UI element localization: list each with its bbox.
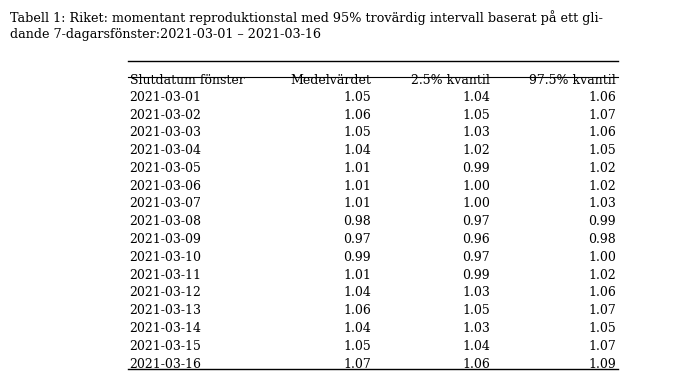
Text: 2021-03-08: 2021-03-08 xyxy=(130,215,202,228)
Text: 0.99: 0.99 xyxy=(589,215,616,228)
Text: 1.04: 1.04 xyxy=(462,91,490,104)
Text: 0.97: 0.97 xyxy=(463,251,490,264)
Text: 0.96: 0.96 xyxy=(462,233,490,246)
Text: 2021-03-04: 2021-03-04 xyxy=(130,144,202,157)
Text: 1.02: 1.02 xyxy=(588,162,616,175)
Text: 1.07: 1.07 xyxy=(343,357,371,371)
Text: 2021-03-09: 2021-03-09 xyxy=(130,233,202,246)
Text: 0.98: 0.98 xyxy=(343,215,371,228)
Text: 1.03: 1.03 xyxy=(588,197,616,210)
Text: Tabell 1: Riket: momentant reproduktionstal med 95% trovärdig intervall baserat : Tabell 1: Riket: momentant reproduktions… xyxy=(10,10,603,41)
Text: 1.06: 1.06 xyxy=(343,304,371,317)
Text: 1.06: 1.06 xyxy=(588,91,616,104)
Text: 2021-03-07: 2021-03-07 xyxy=(130,197,202,210)
Text: 1.01: 1.01 xyxy=(343,180,371,193)
Text: 1.07: 1.07 xyxy=(588,304,616,317)
Text: 1.05: 1.05 xyxy=(343,340,371,353)
Text: 0.99: 0.99 xyxy=(463,162,490,175)
Text: 1.05: 1.05 xyxy=(462,304,490,317)
Text: 1.00: 1.00 xyxy=(462,180,490,193)
Text: 2.5% kvantil: 2.5% kvantil xyxy=(411,74,490,87)
Text: 1.07: 1.07 xyxy=(588,340,616,353)
Text: 2021-03-15: 2021-03-15 xyxy=(130,340,202,353)
Text: 2021-03-02: 2021-03-02 xyxy=(130,108,202,122)
Text: 0.98: 0.98 xyxy=(588,233,616,246)
Text: 1.03: 1.03 xyxy=(462,322,490,335)
Text: 1.05: 1.05 xyxy=(343,126,371,139)
Text: 2021-03-03: 2021-03-03 xyxy=(130,126,202,139)
Text: 0.97: 0.97 xyxy=(463,215,490,228)
Text: 2021-03-06: 2021-03-06 xyxy=(130,180,202,193)
Text: 1.04: 1.04 xyxy=(462,340,490,353)
Text: 2021-03-14: 2021-03-14 xyxy=(130,322,202,335)
Text: 1.01: 1.01 xyxy=(343,162,371,175)
Text: 2021-03-11: 2021-03-11 xyxy=(130,269,202,282)
Text: 1.01: 1.01 xyxy=(343,197,371,210)
Text: 1.04: 1.04 xyxy=(343,144,371,157)
Text: 1.09: 1.09 xyxy=(588,357,616,371)
Text: 97.5% kvantil: 97.5% kvantil xyxy=(529,74,616,87)
Text: 1.05: 1.05 xyxy=(343,91,371,104)
Text: 1.06: 1.06 xyxy=(343,108,371,122)
Text: 1.03: 1.03 xyxy=(462,286,490,300)
Text: Medelvärdet: Medelvärdet xyxy=(290,74,371,87)
Text: 0.99: 0.99 xyxy=(344,251,371,264)
Text: 1.04: 1.04 xyxy=(343,286,371,300)
Text: 1.05: 1.05 xyxy=(588,322,616,335)
Text: 1.05: 1.05 xyxy=(588,144,616,157)
Text: 1.01: 1.01 xyxy=(343,269,371,282)
Text: 0.97: 0.97 xyxy=(344,233,371,246)
Text: 2021-03-05: 2021-03-05 xyxy=(130,162,202,175)
Text: 2021-03-13: 2021-03-13 xyxy=(130,304,202,317)
Text: 2021-03-16: 2021-03-16 xyxy=(130,357,202,371)
Text: 0.99: 0.99 xyxy=(463,269,490,282)
Text: 2021-03-01: 2021-03-01 xyxy=(130,91,202,104)
Text: 1.05: 1.05 xyxy=(462,108,490,122)
Text: 2021-03-12: 2021-03-12 xyxy=(130,286,202,300)
Text: 1.03: 1.03 xyxy=(462,126,490,139)
Text: 1.00: 1.00 xyxy=(462,197,490,210)
Text: 1.02: 1.02 xyxy=(462,144,490,157)
Text: 2021-03-10: 2021-03-10 xyxy=(130,251,202,264)
Text: Slutdatum fönster: Slutdatum fönster xyxy=(130,74,244,87)
Text: 1.07: 1.07 xyxy=(588,108,616,122)
Text: 1.06: 1.06 xyxy=(462,357,490,371)
Text: 1.06: 1.06 xyxy=(588,126,616,139)
Text: 1.06: 1.06 xyxy=(588,286,616,300)
Text: 1.04: 1.04 xyxy=(343,322,371,335)
Text: 1.02: 1.02 xyxy=(588,269,616,282)
Text: 1.00: 1.00 xyxy=(588,251,616,264)
Text: 1.02: 1.02 xyxy=(588,180,616,193)
